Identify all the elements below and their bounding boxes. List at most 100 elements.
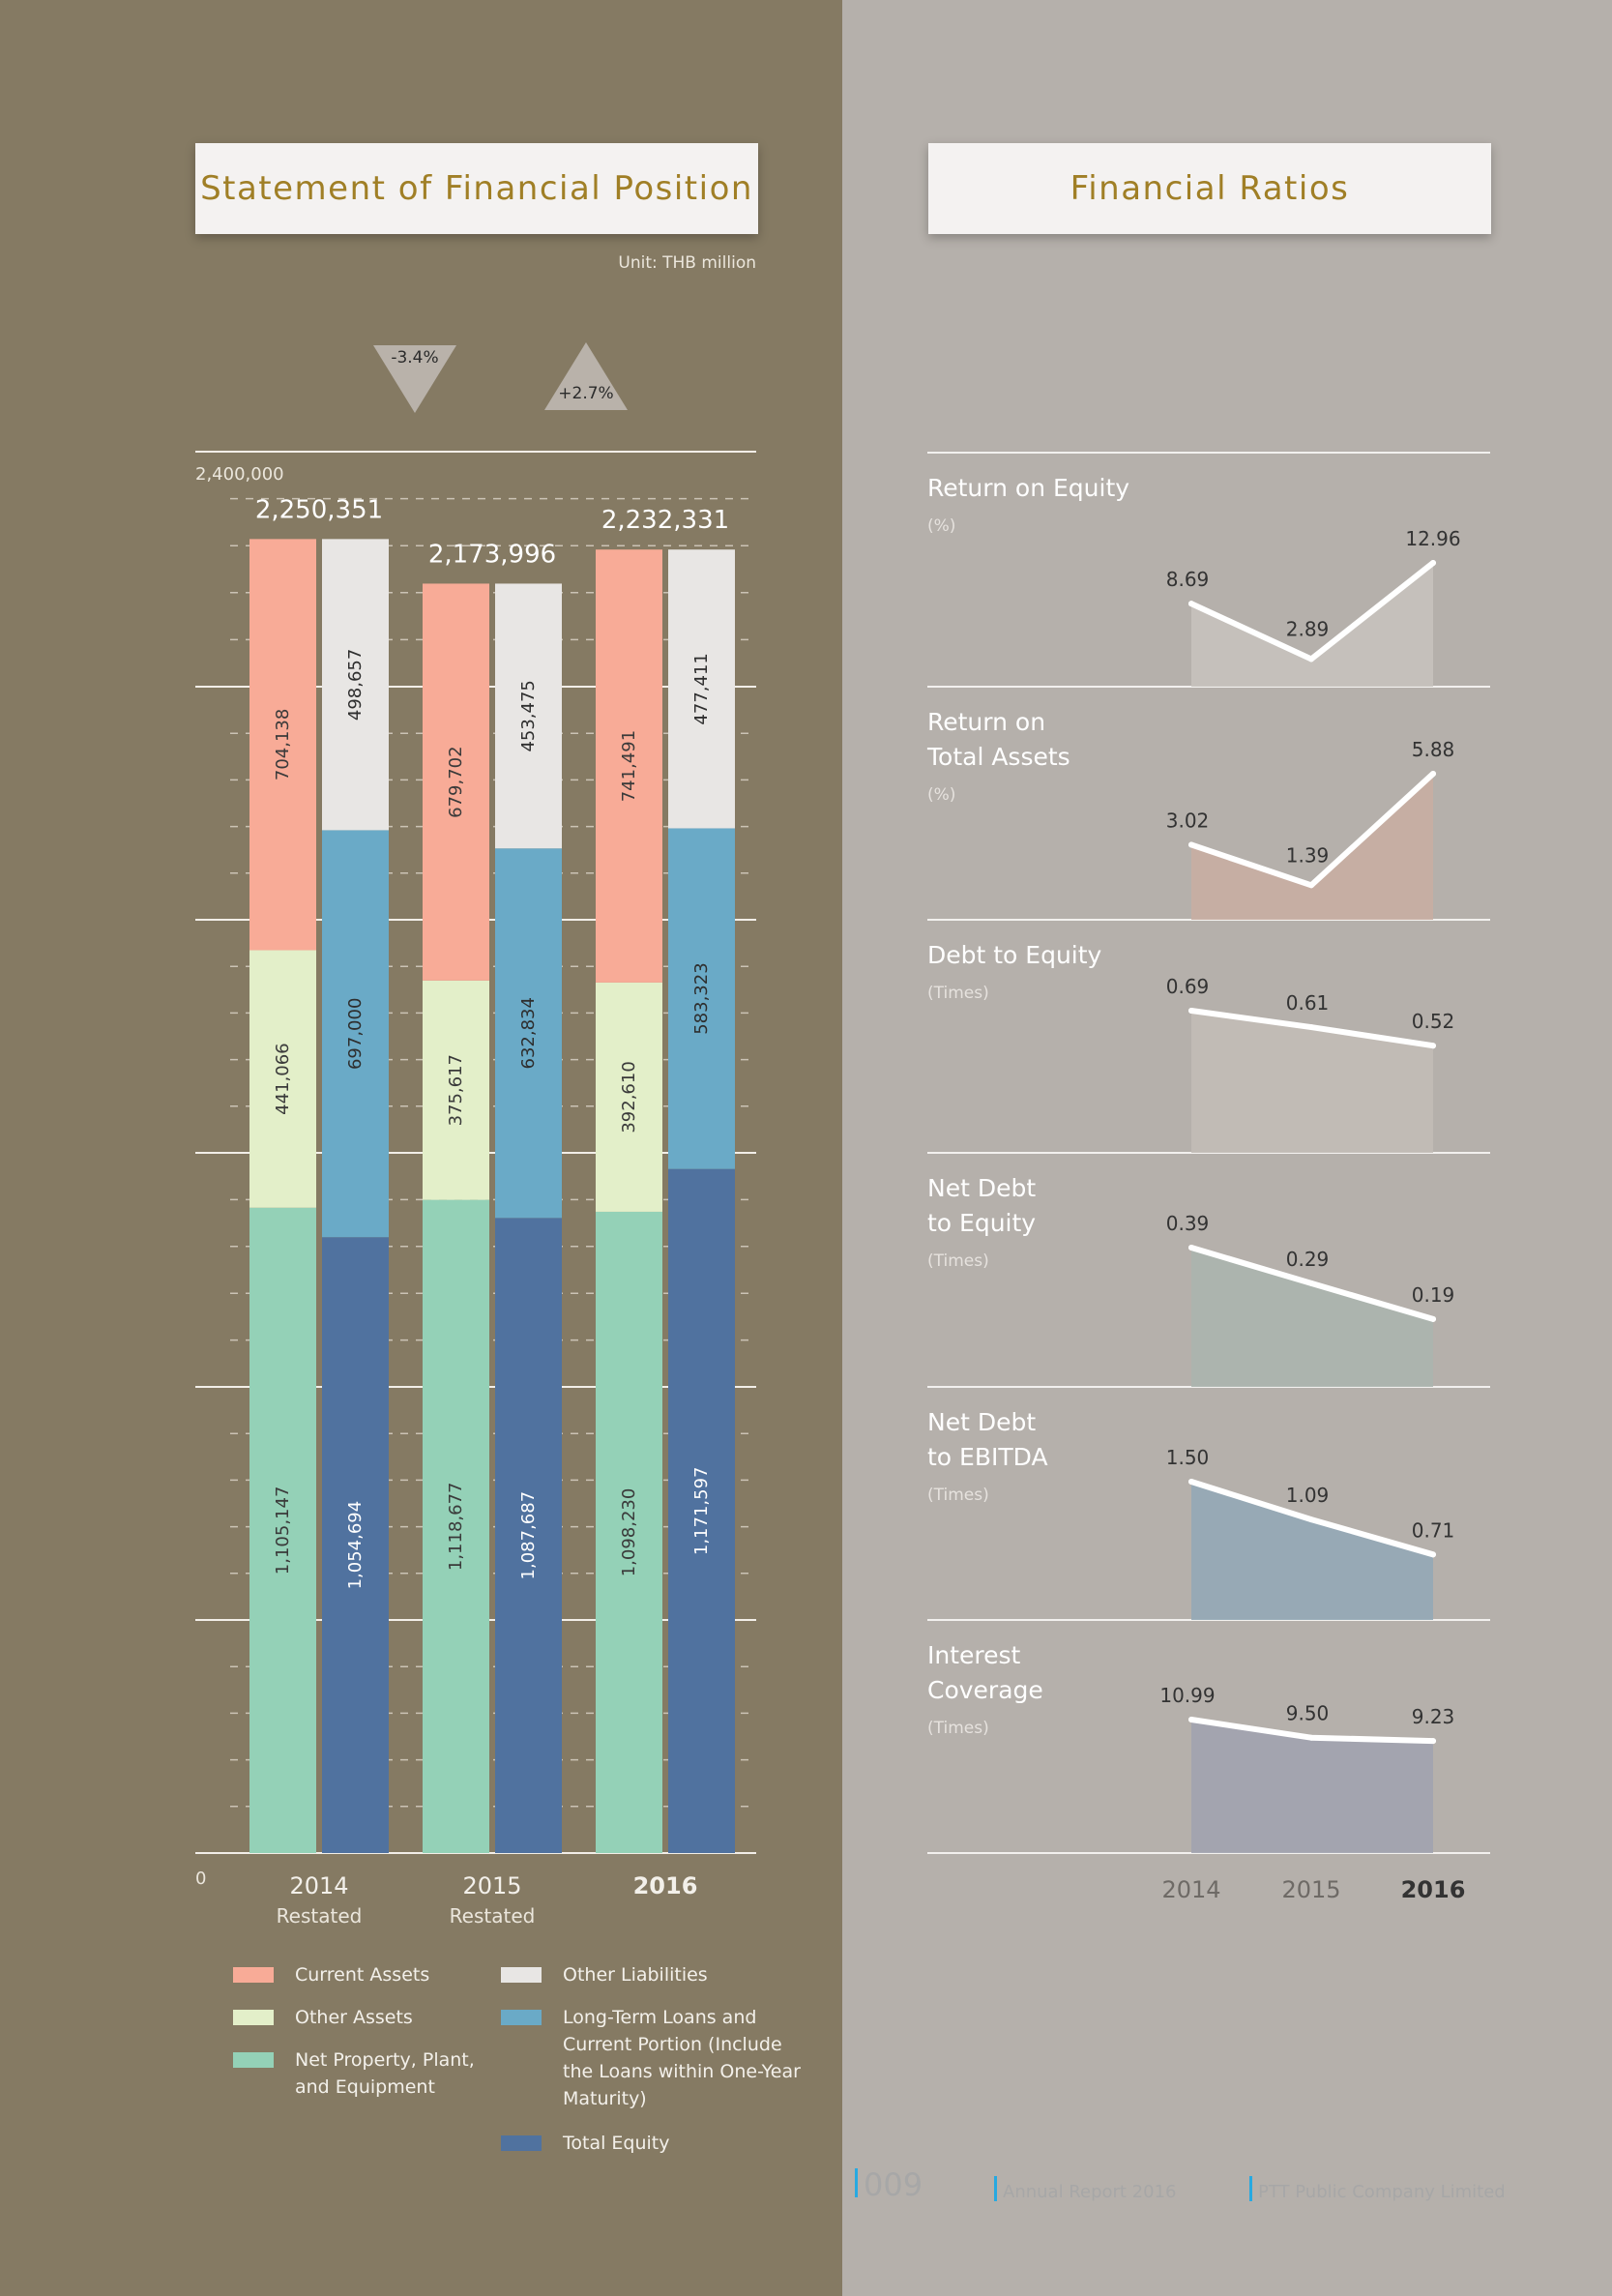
ratio-point <box>1308 1280 1314 1286</box>
ratio-value-label: 0.52 <box>1412 1010 1455 1033</box>
bar-value-label: 1,105,147 <box>273 1487 293 1575</box>
ratio-value-label: 0.61 <box>1286 991 1330 1015</box>
legend-net-ppe: Net Property, Plant, and Equipment <box>233 2046 484 2101</box>
x-tick-sublabel: Restated <box>450 1904 536 1928</box>
ratio-title: Interest Coverage <box>927 1641 1043 1704</box>
bar-segment <box>668 549 735 829</box>
legend-swatch <box>233 2052 274 2068</box>
x-tick-label: 2015 <box>462 1872 521 1899</box>
unit-label: Unit: THB million <box>618 253 756 273</box>
y-tick-zero: 0 <box>195 1869 206 1889</box>
ratio-area <box>1191 1248 1433 1387</box>
bar-total-label: 2,250,351 <box>255 495 383 524</box>
ratio-value-label: 10.99 <box>1159 1684 1215 1707</box>
x-tick-sublabel: Restated <box>277 1904 363 1928</box>
legend-current-assets: Current Assets <box>233 1961 484 1988</box>
ratio-point <box>1308 1516 1314 1523</box>
bar-value-label: 392,610 <box>619 1061 639 1133</box>
ratio-value-label: 0.69 <box>1166 975 1210 998</box>
ratio-area <box>1191 563 1433 687</box>
legend-total-equity: Total Equity <box>501 2130 810 2157</box>
bar-value-label: 741,491 <box>619 730 639 802</box>
ratio-value-label: 1.39 <box>1286 843 1330 867</box>
ratio-unit: (Times) <box>927 1719 989 1738</box>
legend-other-assets: Other Assets <box>233 2004 484 2031</box>
ratio-chart-1: Return on Equity (%) 8.69 2.89 12.96 <box>927 474 1461 687</box>
y-tick-max: 2,400,000 <box>195 464 284 485</box>
ratio-chart-3: Debt to Equity (Times) 0.69 0.61 0.52 <box>927 941 1454 1153</box>
ratio-point <box>1308 1734 1314 1741</box>
ratio-point <box>1188 1479 1194 1485</box>
bar-segment <box>495 1218 562 1853</box>
ratio-point <box>1308 1024 1314 1031</box>
ratio-x-tick-label: 2015 <box>1281 1876 1340 1903</box>
bar-value-label: 632,834 <box>518 997 539 1069</box>
ratio-point <box>1430 1043 1436 1049</box>
bar-segment <box>423 583 489 981</box>
ratio-unit: (Times) <box>927 1251 989 1271</box>
ratio-area <box>1191 774 1433 920</box>
ratio-value-label: 9.23 <box>1412 1705 1455 1728</box>
ratio-point <box>1188 1008 1194 1014</box>
ratio-point <box>1188 1245 1194 1251</box>
page-number: 009 <box>855 2166 923 2203</box>
bar-value-label: 1,054,694 <box>345 1501 366 1590</box>
ratio-title: Debt to Equity <box>927 941 1102 969</box>
bar-segment <box>322 830 389 1238</box>
ratio-area <box>1191 1720 1433 1853</box>
ratio-point <box>1430 1551 1436 1558</box>
ratio-chart-5: Net Debt to EBITDA (Times) 1.50 1.09 0.71 <box>927 1408 1454 1620</box>
ratio-value-label: 9.50 <box>1286 1702 1330 1725</box>
bar-value-label: 679,702 <box>446 746 466 817</box>
bar-segment <box>495 583 562 849</box>
bar-value-label: 1,118,677 <box>446 1482 466 1571</box>
ratio-x-tick-label: 2016 <box>1401 1876 1466 1903</box>
bar-segment <box>423 980 489 1200</box>
legend-swatch <box>233 2010 274 2025</box>
bar-segment <box>249 950 316 1208</box>
ratio-value-label: 0.29 <box>1286 1248 1330 1271</box>
ratio-value-label: 5.88 <box>1412 738 1455 761</box>
bar-value-label: 498,657 <box>345 649 366 721</box>
bar-value-label: 477,411 <box>691 653 712 724</box>
ratio-title: Return on Total Assets <box>926 708 1070 771</box>
bar-segment <box>322 1237 389 1853</box>
bar-value-label: 704,138 <box>273 709 293 780</box>
ratio-point <box>1430 771 1436 777</box>
legend-label: Other Assets <box>295 2007 413 2028</box>
ratio-point <box>1430 1315 1436 1322</box>
right-title: Financial Ratios <box>928 143 1491 234</box>
legend-long-term-loans: Long-Term Loans and Current Portion (Inc… <box>501 2004 810 2112</box>
change-up-triangle <box>544 342 628 410</box>
bar-segment <box>668 828 735 1169</box>
bar-segment <box>249 539 316 951</box>
ratio-unit: (Times) <box>927 1486 989 1505</box>
bar-total-label: 2,232,331 <box>601 506 729 535</box>
x-tick-label: 2016 <box>633 1872 698 1899</box>
left-title: Statement of Financial Position <box>195 143 758 234</box>
legend-label: Other Liabilities <box>563 1964 708 1986</box>
ratio-unit: (%) <box>927 516 955 536</box>
legend-swatch <box>233 1967 274 1983</box>
ratio-value-label: 1.09 <box>1286 1484 1330 1507</box>
ratio-title: Net Debt to EBITDA <box>927 1408 1048 1471</box>
ratio-value-label: 0.39 <box>1166 1212 1210 1235</box>
ratio-chart-2: Return on Total Assets (%) 3.02 1.39 5.88 <box>926 708 1454 920</box>
legend-swatch <box>501 2135 542 2151</box>
ratio-chart-6: Interest Coverage (Times) 10.99 9.50 9.23 <box>927 1641 1454 1853</box>
ratio-unit: (%) <box>927 785 955 805</box>
ratio-title: Return on Equity <box>927 474 1129 502</box>
legend-label: Net Property, Plant, and Equipment <box>295 2049 475 2098</box>
ratio-area <box>1191 1482 1433 1620</box>
ratio-title: Net Debt to Equity <box>927 1174 1036 1237</box>
bar-total-label: 2,173,996 <box>428 540 556 569</box>
legend-swatch <box>501 1967 542 1983</box>
ratio-point <box>1188 601 1194 607</box>
ratio-point <box>1188 1717 1194 1722</box>
ratio-value-label: 12.96 <box>1405 527 1460 550</box>
bar-segment <box>668 1168 735 1853</box>
financial-position-chart: 2,400,000 0 1,105,147 441,066 704,138 1,054,6… <box>195 451 756 1928</box>
bar-value-label: 697,000 <box>345 998 366 1070</box>
footer-company: PTT Public Company Limited <box>1249 2176 1506 2202</box>
